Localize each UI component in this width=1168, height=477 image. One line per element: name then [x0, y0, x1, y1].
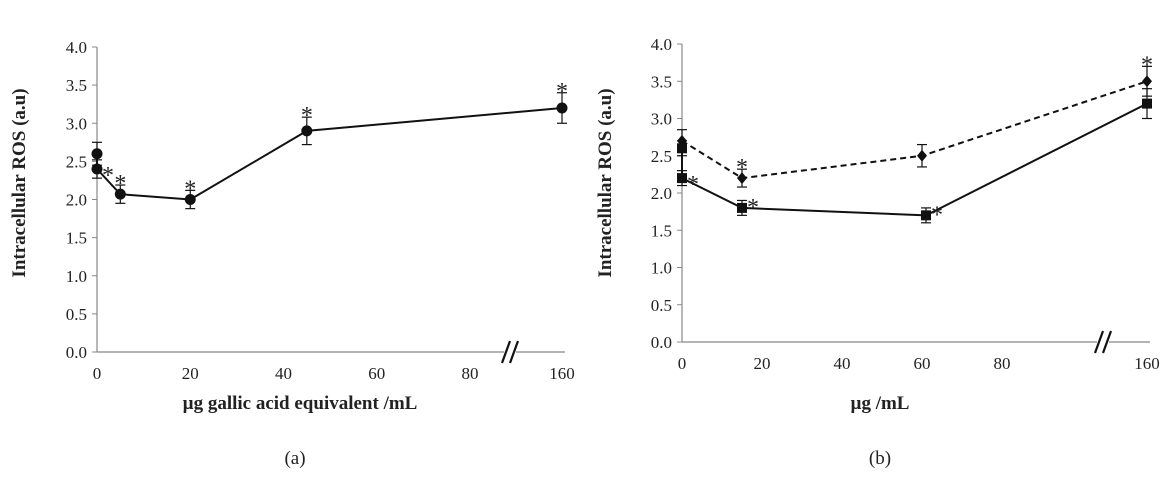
significance-star: *	[736, 155, 748, 181]
significance-star: *	[114, 171, 126, 197]
x-tick-label: 80	[994, 354, 1011, 373]
significance-star: *	[747, 195, 759, 221]
panel-label-a: (a)	[284, 448, 305, 469]
y-tick-label: 1.5	[651, 221, 672, 240]
x-axis-title-b: µg /mL	[851, 393, 910, 414]
axis-break-mark	[1101, 330, 1113, 354]
x-tick-label: 40	[275, 364, 292, 383]
y-tick-label: 3.0	[66, 114, 87, 133]
significance-star: *	[931, 202, 943, 228]
x-tick-label: 60	[368, 364, 385, 383]
data-point	[917, 149, 927, 162]
x-tick-label: 80	[462, 364, 479, 383]
y-tick-label: 0.5	[66, 305, 87, 324]
x-axis-title-a: µg gallic acid equivalent /mL	[183, 393, 418, 414]
significance-star: *	[687, 172, 699, 198]
y-tick-label: 2.5	[651, 147, 672, 166]
data-point	[91, 163, 103, 175]
y-tick-label: 0.0	[651, 333, 672, 352]
y-tick-label: 1.5	[66, 229, 87, 248]
panel-label-b: (b)	[869, 448, 891, 469]
axis-break-mark	[500, 340, 512, 364]
y-tick-label: 2.0	[66, 191, 87, 210]
x-tick-label: 40	[834, 354, 851, 373]
data-point	[556, 102, 568, 114]
significance-star: *	[301, 103, 313, 129]
x-tick-label: 20	[182, 364, 199, 383]
y-axis-title-b: Intracellular ROS (a.u)	[595, 88, 616, 277]
data-point	[677, 173, 687, 184]
series-line	[96, 107, 563, 201]
y-tick-label: 3.0	[651, 110, 672, 129]
x-tick-label: 0	[678, 354, 687, 373]
x-tick-label: 60	[914, 354, 931, 373]
y-axis-title-a: Intracellular ROS (a.u)	[9, 88, 30, 277]
data-point	[184, 194, 196, 205]
x-tick-label: 160	[1134, 354, 1160, 373]
y-tick-label: 1.0	[66, 267, 87, 286]
significance-star: *	[184, 176, 196, 202]
y-tick-label: 2.0	[651, 184, 672, 203]
chart-panel-b: Intracellular ROS (a.u) µg /mL (b) 0.0 0.…	[595, 35, 1160, 469]
series-line	[681, 80, 1148, 180]
data-point	[1142, 75, 1152, 88]
data-point	[114, 188, 126, 200]
chart-panel-a: Intracellular ROS (a.u) µg gallic acid e…	[9, 38, 575, 469]
axis-break-mark	[508, 340, 520, 364]
y-tick-label: 3.5	[66, 76, 87, 95]
axis-break-mark	[1093, 330, 1105, 354]
y-tick-label: 4.0	[651, 35, 672, 54]
data-point	[677, 143, 687, 154]
y-tick-label: 3.5	[651, 72, 672, 91]
data-point	[921, 210, 931, 221]
significance-star: *	[1141, 52, 1153, 78]
data-point	[91, 148, 103, 160]
y-tick-label: 2.5	[66, 152, 87, 171]
y-tick-label: 0.5	[651, 296, 672, 315]
data-point	[1142, 98, 1152, 109]
y-tick-label: 4.0	[66, 38, 87, 57]
x-tick-label: 0	[93, 364, 102, 383]
data-point	[737, 202, 747, 213]
significance-star: *	[102, 163, 114, 189]
y-tick-label: 1.0	[651, 259, 672, 278]
x-tick-label: 20	[754, 354, 771, 373]
significance-star: *	[556, 79, 568, 105]
y-tick-label: 0.0	[66, 343, 87, 362]
data-point	[301, 125, 313, 137]
data-point	[737, 172, 747, 185]
x-tick-label: 160	[549, 364, 575, 383]
